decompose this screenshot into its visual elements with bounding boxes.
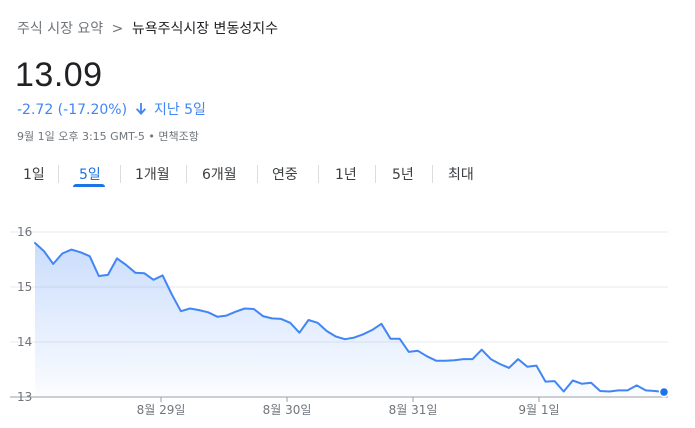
price-chart[interactable]: 13 14 15 16 8월 29일 8월 30일 8월 31일 9월 1일 bbox=[0, 205, 695, 428]
x-tick-label: 9월 1일 bbox=[518, 403, 559, 417]
tab-1-year[interactable]: 1년 bbox=[335, 167, 357, 183]
series-line bbox=[34, 242, 665, 394]
y-tick-label: 16 bbox=[17, 225, 32, 239]
change-period: 지난 5일 bbox=[153, 102, 206, 118]
y-tick-label: 15 bbox=[17, 280, 32, 294]
chart-area-fill bbox=[35, 243, 664, 397]
tab-divider bbox=[257, 165, 258, 183]
current-price: 13.09 bbox=[15, 56, 103, 94]
y-tick-label: 13 bbox=[17, 390, 32, 404]
breadcrumb: 주식 시장 요약 > 뉴욕주식시장 변동성지수 bbox=[17, 18, 278, 38]
tab-divider bbox=[120, 165, 121, 183]
tab-divider bbox=[318, 165, 319, 183]
last-value-dot bbox=[658, 386, 670, 398]
tab-5-year[interactable]: 5년 bbox=[392, 167, 414, 183]
y-tick-label: 14 bbox=[17, 335, 32, 349]
breadcrumb-current: 뉴욕주식시장 변동성지수 bbox=[131, 21, 278, 37]
tab-divider bbox=[432, 165, 433, 183]
change-value: -2.72 (-17.20%) bbox=[17, 102, 128, 118]
tab-divider bbox=[186, 165, 187, 183]
tab-5-day[interactable]: 5일 bbox=[79, 167, 101, 183]
tab-divider bbox=[58, 165, 59, 183]
x-tick-label: 8월 31일 bbox=[389, 403, 438, 417]
x-tick-label: 8월 30일 bbox=[263, 403, 312, 417]
tab-divider bbox=[375, 165, 376, 183]
breadcrumb-separator: > bbox=[111, 21, 124, 37]
active-tab-indicator bbox=[73, 184, 105, 187]
breadcrumb-parent[interactable]: 주식 시장 요약 bbox=[17, 21, 104, 37]
price-change: -2.72 (-17.20%) 지난 5일 bbox=[17, 99, 206, 119]
tab-6-month[interactable]: 6개월 bbox=[202, 167, 237, 183]
tab-1-month[interactable]: 1개월 bbox=[135, 167, 170, 183]
tab-max[interactable]: 최대 bbox=[448, 167, 474, 183]
tab-ytd[interactable]: 연중 bbox=[272, 167, 298, 183]
tab-1-day[interactable]: 1일 bbox=[23, 167, 45, 183]
arrow-down-icon bbox=[135, 102, 147, 116]
x-tick-label: 8월 29일 bbox=[137, 403, 186, 417]
range-tabs: 1일 5일 1개월 6개월 연중 1년 5년 최대 bbox=[0, 160, 695, 194]
quote-meta: 9월 1일 오후 3:15 GMT-5 • 면책조항 bbox=[17, 130, 199, 143]
